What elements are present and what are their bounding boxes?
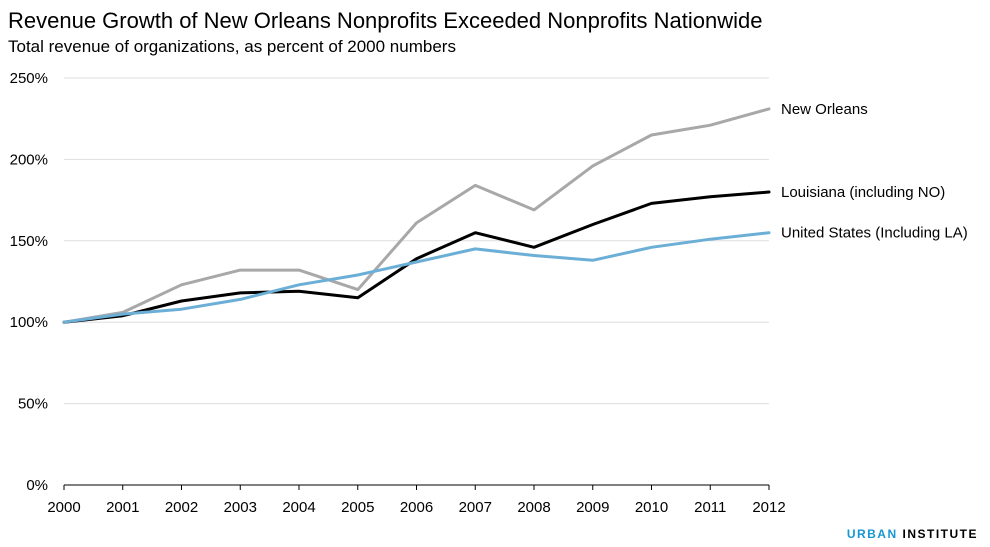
x-tick-label: 2007 xyxy=(459,499,492,516)
y-tick-label: 250% xyxy=(10,70,48,87)
x-tick-label: 2008 xyxy=(517,499,550,516)
logo-institute-text: INSTITUTE xyxy=(902,527,978,541)
x-tick-label: 2002 xyxy=(165,499,198,516)
chart-subtitle: Total revenue of organizations, as perce… xyxy=(8,37,456,56)
x-tick-label: 2006 xyxy=(400,499,433,516)
x-tick-label: 2004 xyxy=(282,499,315,516)
y-tick-label: 150% xyxy=(10,233,48,250)
x-tick-label: 2009 xyxy=(576,499,609,516)
chart-title: Revenue Growth of New Orleans Nonprofits… xyxy=(8,8,763,33)
y-tick-label: 50% xyxy=(18,396,48,413)
y-tick-label: 100% xyxy=(10,314,48,331)
x-tick-label: 2012 xyxy=(752,499,785,516)
series-line-united-states-including-la xyxy=(62,231,771,324)
y-tick-label: 0% xyxy=(26,477,48,494)
series-line-louisiana-including-no xyxy=(62,190,771,324)
x-tick-label: 2003 xyxy=(224,499,257,516)
series-label: New Orleans xyxy=(781,101,868,118)
series-line-new-orleans xyxy=(62,107,771,324)
series-label: Louisiana (including NO) xyxy=(781,184,945,201)
x-tick-label: 2011 xyxy=(694,499,726,516)
series-label: United States (Including LA) xyxy=(781,225,968,242)
logo-urban-text: URBAN xyxy=(846,527,898,541)
urban-institute-logo: URBAN INSTITUTE xyxy=(847,527,978,541)
x-tick-label: 2000 xyxy=(47,499,80,516)
x-tick-label: 2001 xyxy=(106,499,139,516)
y-tick-label: 200% xyxy=(10,151,48,168)
x-tick-label: 2005 xyxy=(341,499,374,516)
x-tick-label: 2010 xyxy=(635,499,668,516)
